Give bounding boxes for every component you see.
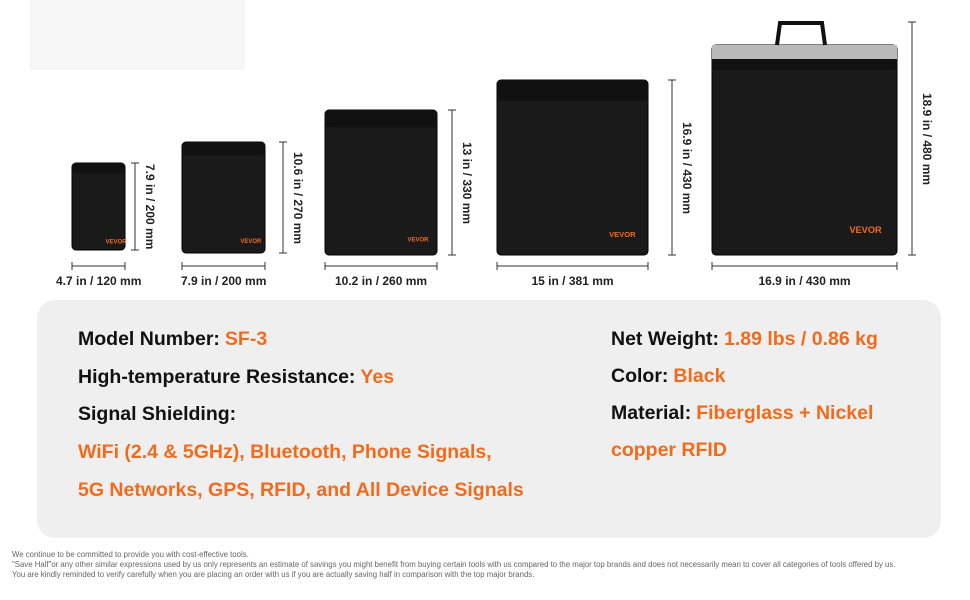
width-label: 16.9 in / 430 mm xyxy=(758,274,851,288)
brand-logo: VEVOR xyxy=(240,239,262,245)
brand-logo: VEVOR xyxy=(849,225,882,235)
spec-line: High-temperature Resistance: Yes xyxy=(78,366,394,389)
bag-flap xyxy=(325,110,437,128)
height-label: 16.9 in / 430 mm xyxy=(680,121,694,214)
spec-line: 5G Networks, GPS, RFID, and All Device S… xyxy=(78,479,524,502)
spec-value: WiFi (2.4 & 5GHz), Bluetooth, Phone Sign… xyxy=(78,441,492,463)
spec-value: SF-3 xyxy=(224,328,268,350)
footnote-line: "Save Half"or any other similar expressi… xyxy=(12,560,896,569)
bag-strip xyxy=(712,45,897,59)
spec-label: Color: xyxy=(611,365,669,387)
spec-value: Yes xyxy=(360,366,395,388)
bag-body xyxy=(181,141,266,254)
bag-flap xyxy=(497,80,648,101)
spec-value: Fiberglass + Nickel xyxy=(696,402,874,424)
footnote: We continue to be committed to provide y… xyxy=(12,550,952,580)
spec-value: 1.89 lbs / 0.86 kg xyxy=(723,328,878,350)
spec-line: Material: Fiberglass + Nickel xyxy=(611,402,873,425)
width-label: 10.2 in / 260 mm xyxy=(335,274,428,288)
spec-value: Black xyxy=(673,365,726,387)
spec-label: Model Number: xyxy=(78,328,220,350)
spec-label: Signal Shielding: xyxy=(78,403,237,425)
spec-line: copper RFID xyxy=(611,439,727,462)
footnote-line: You are kindly reminded to verify carefu… xyxy=(12,570,535,579)
bag-body xyxy=(324,109,438,256)
bag-handle xyxy=(775,21,827,46)
height-label: 7.9 in / 200 mm xyxy=(143,164,157,250)
width-label: 15 in / 381 mm xyxy=(531,274,614,288)
spec-value: 5G Networks, GPS, RFID, and All Device S… xyxy=(78,479,524,501)
spec-line: WiFi (2.4 & 5GHz), Bluetooth, Phone Sign… xyxy=(78,441,492,464)
width-label: 4.7 in / 120 mm xyxy=(56,274,142,288)
bag-body xyxy=(711,44,898,256)
footnote-line: We continue to be committed to provide y… xyxy=(12,550,249,559)
watermark-area xyxy=(30,0,245,70)
brand-logo: VEVOR xyxy=(407,238,429,244)
bag-flap xyxy=(182,142,265,156)
width-label: 7.9 in / 200 mm xyxy=(181,274,267,288)
bag-body xyxy=(496,79,649,256)
brand-logo: VEVOR xyxy=(105,240,127,246)
spec-label: High-temperature Resistance: xyxy=(78,366,356,388)
bag-flap xyxy=(72,163,125,174)
height-label: 10.6 in / 270 mm xyxy=(291,151,305,244)
spec-value: copper RFID xyxy=(611,439,727,461)
spec-label: Material: xyxy=(611,402,692,424)
spec-line: Net Weight: 1.89 lbs / 0.86 kg xyxy=(611,328,878,351)
height-label: 18.9 in / 480 mm xyxy=(920,92,934,185)
spec-panel xyxy=(37,300,941,538)
brand-logo: VEVOR xyxy=(609,230,636,239)
spec-label: Net Weight: xyxy=(611,328,719,350)
bags-illustration: VEVOR VEVOR VEVOR VEVOR VEVOR xyxy=(30,0,916,270)
height-label: 13 in / 330 mm xyxy=(460,141,474,224)
spec-line: Model Number: SF-3 xyxy=(78,328,267,351)
spec-line: Color: Black xyxy=(611,365,725,388)
spec-line: Signal Shielding: xyxy=(78,403,236,426)
bag-body xyxy=(71,162,126,251)
